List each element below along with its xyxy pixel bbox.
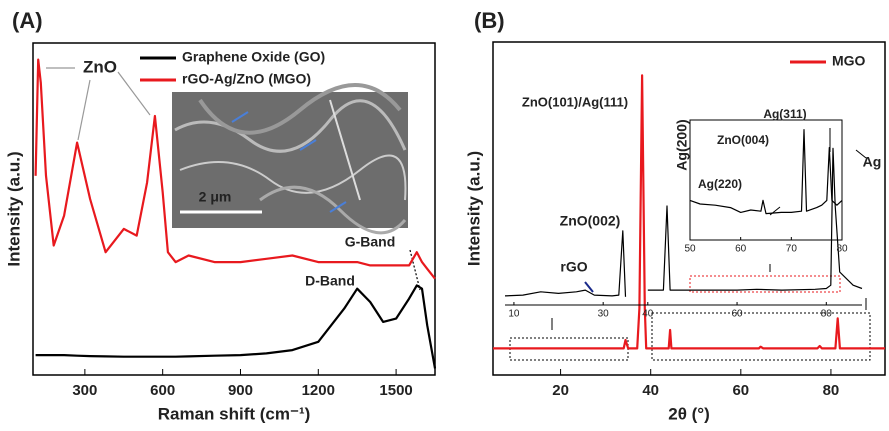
x-tick-label: 1200: [302, 382, 335, 399]
panel-label: (A): [12, 8, 43, 33]
x-tick-label: 60: [732, 382, 749, 399]
annotation: ZnO(004): [717, 133, 769, 147]
annotation: Ag(220): [698, 177, 742, 191]
annotation: G-Band: [345, 234, 396, 250]
y-axis-title: Intensity (a.u.): [4, 151, 23, 266]
x-tick-label: 70: [786, 244, 798, 255]
x-tick-label: 20: [552, 382, 569, 399]
data-line: [493, 75, 885, 348]
legend-label: Graphene Oxide (GO): [182, 49, 325, 65]
legend-label: rGO-Ag/ZnO (MGO): [182, 71, 311, 87]
annotation: D-Band: [305, 273, 355, 289]
x-tick-label: 80: [836, 244, 848, 255]
x-tick-label: 80: [821, 309, 833, 320]
x-tick-label: 60: [731, 309, 743, 320]
figure: 300 600 900 1200 1500 (A) Raman shift (cm⁻¹) In…: [0, 0, 889, 431]
y-axis-title: Intensity (a.u.): [464, 151, 483, 266]
x-tick-label: 10: [508, 309, 520, 320]
annotation: 2 μm: [199, 189, 232, 205]
sem-image: [172, 85, 408, 233]
x-tick-label: 1500: [379, 382, 412, 399]
x-axis-title: Raman shift (cm⁻¹): [158, 404, 311, 423]
annotation: Ag(311): [763, 107, 806, 121]
annotation: ZnO: [83, 57, 117, 76]
annotation: ZnO(002): [560, 213, 621, 229]
annotation: Ag: [863, 154, 882, 170]
x-axis-title: 2θ (°): [668, 404, 710, 423]
legend-label: MGO: [832, 53, 866, 69]
x-tick-label: 300: [72, 382, 97, 399]
x-tick-label: 40: [642, 382, 659, 399]
data-line: [36, 285, 435, 368]
annotation: rGO: [560, 259, 587, 275]
annotation: ZnO(101)/Ag(111): [522, 94, 628, 109]
x-tick-label: 50: [684, 244, 696, 255]
x-tick-label: 600: [150, 382, 175, 399]
x-tick-label: 80: [823, 382, 840, 399]
x-tick-label: 40: [642, 309, 654, 320]
panel-label: (B): [474, 8, 505, 33]
annotation: Ag(200): [674, 119, 690, 170]
x-tick-label: 900: [228, 382, 253, 399]
x-tick-label: 60: [735, 244, 747, 255]
x-tick-label: 30: [598, 309, 610, 320]
